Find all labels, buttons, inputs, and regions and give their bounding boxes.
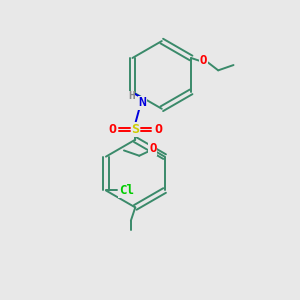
Text: N: N [139, 96, 147, 110]
Text: O: O [109, 123, 117, 136]
Text: O: O [200, 54, 207, 68]
Text: O: O [149, 142, 157, 155]
Text: Cl: Cl [119, 184, 134, 197]
Text: O: O [154, 123, 162, 136]
Text: H: H [128, 92, 135, 101]
Text: S: S [131, 123, 139, 136]
